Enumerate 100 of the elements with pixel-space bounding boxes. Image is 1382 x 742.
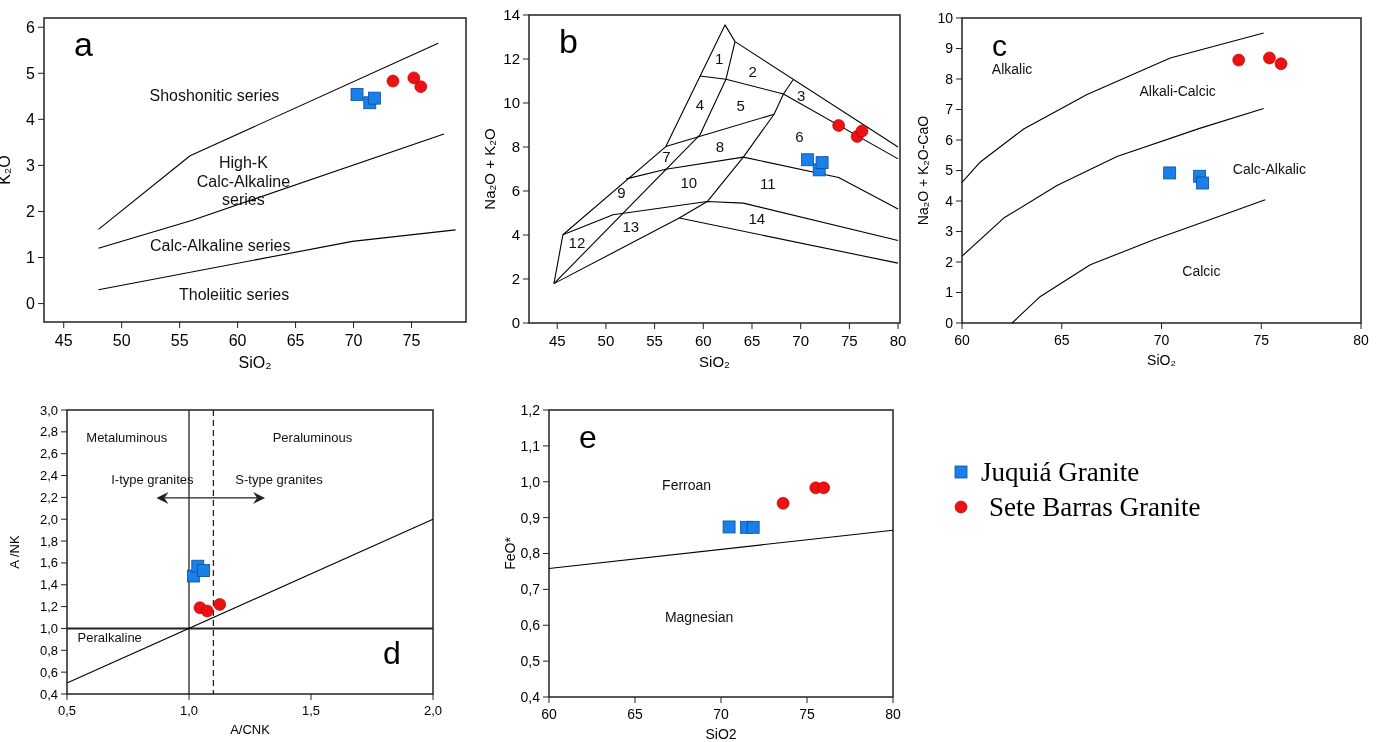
- x-tick-label: 50: [597, 332, 615, 349]
- annotation: Shoshonitic series: [149, 86, 280, 104]
- x-tick-label: 60: [954, 332, 970, 348]
- y-tick-label: 0: [945, 314, 954, 331]
- y-tick-label: 1,4: [39, 577, 58, 593]
- legend-label: Juquiá Granite: [981, 457, 1140, 488]
- y-tick-label: 5: [26, 64, 36, 82]
- x-tick-label: 75: [1253, 332, 1270, 348]
- y-tick-label: 4: [26, 110, 36, 128]
- annotation: S-type granites: [235, 472, 324, 488]
- x-tick-label: 50: [112, 332, 131, 349]
- x-tick-label: 55: [646, 332, 663, 349]
- y-tick-label: 0,5: [520, 653, 541, 670]
- y-tick-label: 2,2: [39, 489, 58, 505]
- chart-title: e: [579, 419, 597, 455]
- y-tick-label: 1,2: [520, 401, 541, 418]
- y-tick-label: 10: [503, 94, 520, 112]
- annotation: Peralkaline: [77, 629, 142, 645]
- x-tick-label: 1,0: [179, 703, 199, 718]
- x-tick-label: 75: [799, 706, 815, 722]
- annotation: Peraluminous: [272, 429, 353, 445]
- y-tick-label: 3: [26, 156, 36, 174]
- x-axis-title: SiO₂: [238, 354, 272, 371]
- x-tick-label: 75: [402, 332, 421, 349]
- y-tick-label: 14: [503, 6, 520, 24]
- y-tick-label: 2,8: [39, 424, 58, 440]
- y-tick-label: 1,0: [520, 473, 541, 490]
- x-axis-title: A/CNK: [230, 722, 271, 737]
- y-tick-label: 0,8: [39, 642, 58, 658]
- y-tick-label: 2,6: [39, 446, 58, 462]
- annotation: 9: [617, 184, 626, 202]
- x-tick-label: 2,0: [423, 703, 443, 718]
- y-tick-label: 2,4: [39, 468, 58, 484]
- y-tick-label: 0,6: [39, 664, 58, 680]
- y-tick-label: 0,8: [520, 545, 541, 562]
- y-tick-label: 0,4: [520, 688, 541, 705]
- y-tick-label: 6: [511, 182, 520, 200]
- y-tick-label: 0: [511, 314, 520, 332]
- annotation: Tholeiitic series: [179, 285, 290, 303]
- y-tick-label: 4: [945, 192, 954, 209]
- y-axis-title: Na₂O + K₂O-CaO: [915, 115, 931, 226]
- y-tick-label: 0: [26, 295, 36, 313]
- x-tick-label: 60: [541, 706, 557, 722]
- y-tick-label: 2: [945, 253, 954, 270]
- chart-title: a: [74, 25, 93, 63]
- y-tick-label: 4: [511, 226, 520, 244]
- legend-label: Sete Barras Granite: [989, 492, 1201, 523]
- x-tick-label: 65: [286, 332, 305, 349]
- annotation: 13: [622, 217, 640, 235]
- annotation: Calcic: [1182, 263, 1221, 280]
- y-tick-label: 0,6: [520, 617, 541, 634]
- y-tick-label: 1: [945, 284, 954, 301]
- x-tick-label: 70: [344, 332, 363, 349]
- y-tick-label: 7: [945, 101, 954, 118]
- y-tick-label: 1,0: [39, 621, 58, 637]
- annotation: 1: [715, 49, 724, 67]
- annotation: 5: [736, 97, 745, 115]
- x-tick-label: 65: [1053, 332, 1070, 348]
- y-tick-label: 1,6: [39, 555, 58, 571]
- chart-title: b: [559, 22, 578, 60]
- y-tick-label: 1,1: [520, 437, 541, 454]
- x-tick-label: 80: [1353, 332, 1369, 348]
- annotation: 7: [662, 147, 671, 165]
- x-tick-label: 70: [713, 706, 729, 722]
- x-tick-label: 45: [548, 332, 566, 349]
- annotation: Magnesian: [664, 608, 734, 625]
- x-axis-title: SiO2: [705, 726, 737, 742]
- x-tick-label: 65: [743, 332, 761, 349]
- y-tick-label: 1,8: [39, 533, 58, 549]
- x-tick-label: 0,5: [57, 703, 77, 718]
- y-tick-label: 1: [26, 249, 36, 267]
- annotation: 3: [796, 86, 806, 104]
- y-tick-label: 0,4: [39, 686, 58, 702]
- y-tick-label: 3: [945, 223, 954, 240]
- x-tick-label: 70: [1153, 332, 1170, 348]
- y-tick-label: 6: [26, 18, 36, 36]
- y-axis-title: Na₂O + K₂O: [481, 128, 498, 210]
- y-tick-label: 12: [503, 50, 520, 68]
- x-tick-label: 45: [54, 332, 73, 349]
- annotation: Calc-Alkaline series: [149, 236, 291, 254]
- annotation: Ferroan: [662, 477, 712, 494]
- annotation: Calc-Alkalic: [1232, 160, 1306, 177]
- x-axis-title: SiO₂: [699, 353, 731, 370]
- annotation: Alkali-Calcic: [1139, 83, 1216, 100]
- y-axis-title: A /NK: [7, 535, 22, 569]
- y-tick-label: 2: [26, 203, 36, 221]
- x-tick-label: 80: [885, 706, 901, 722]
- annotation: 14: [748, 210, 766, 228]
- y-tick-label: 10: [937, 9, 954, 26]
- y-tick-label: 1,2: [39, 599, 58, 615]
- y-tick-label: 5: [945, 162, 954, 179]
- annotation: 6: [795, 127, 804, 145]
- annotation: 11: [759, 174, 776, 192]
- x-tick-label: 75: [841, 332, 858, 349]
- y-tick-label: 9: [945, 40, 954, 57]
- annotation: 10: [680, 173, 698, 191]
- annotation: 12: [568, 234, 586, 252]
- x-axis-title: SiO₂: [1147, 352, 1176, 368]
- annotation: Metaluminous: [86, 429, 168, 445]
- y-tick-label: 8: [945, 70, 954, 87]
